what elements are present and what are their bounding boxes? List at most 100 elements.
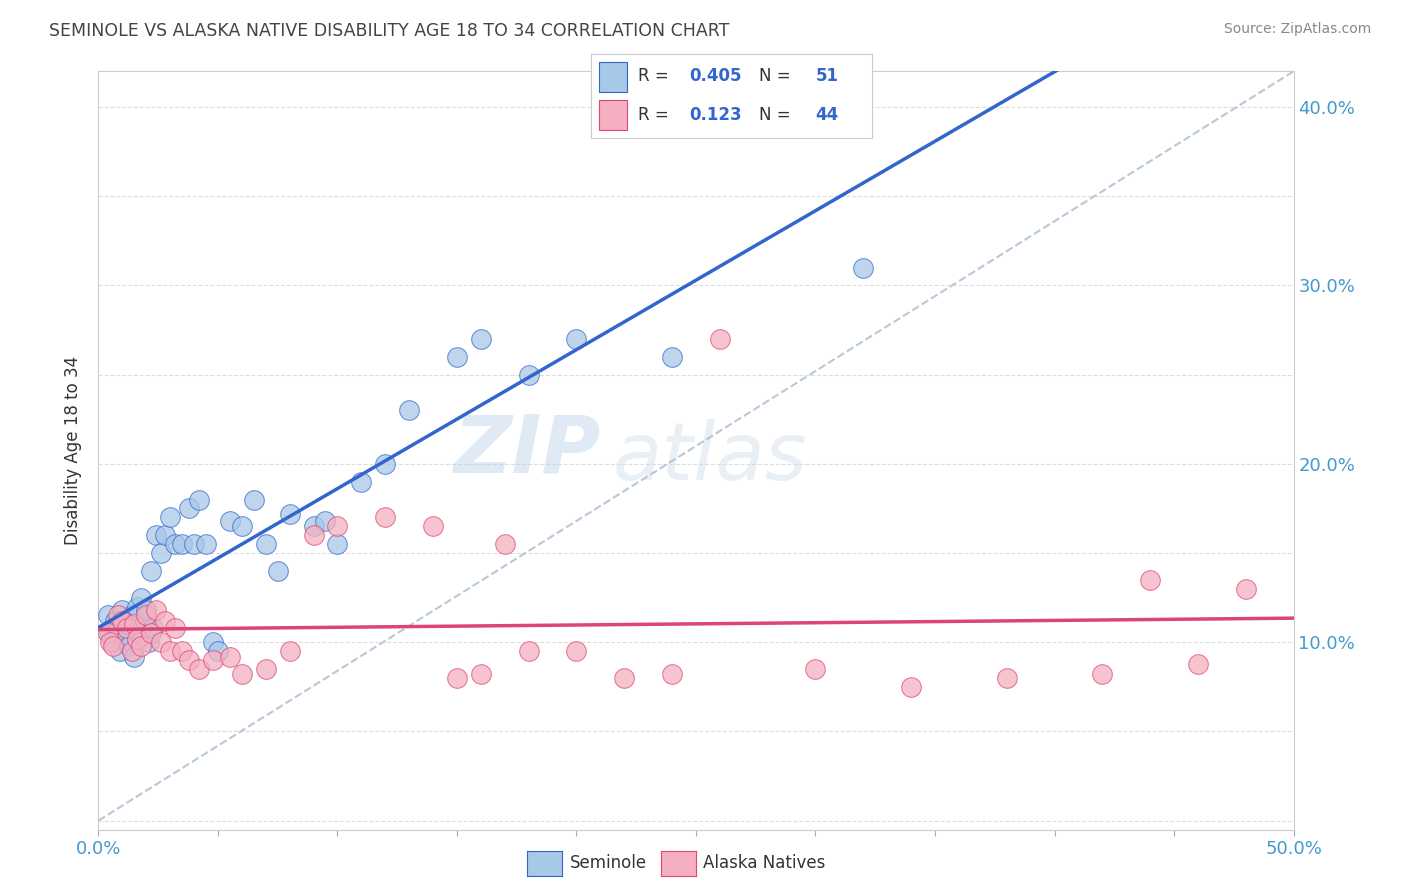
Point xyxy=(470,667,492,681)
Point xyxy=(101,635,124,649)
Point xyxy=(1091,667,1114,681)
Point xyxy=(219,514,242,528)
Point xyxy=(1187,657,1209,671)
Point xyxy=(111,603,134,617)
Point xyxy=(613,671,636,685)
Point xyxy=(374,457,396,471)
Point xyxy=(243,492,266,507)
Text: Alaska Natives: Alaska Natives xyxy=(703,855,825,872)
Point xyxy=(900,680,922,694)
Text: atlas: atlas xyxy=(613,419,807,497)
Point xyxy=(115,621,138,635)
Point xyxy=(187,662,209,676)
Point xyxy=(326,537,349,551)
Point xyxy=(350,475,373,489)
Point xyxy=(149,546,172,560)
Text: 0.405: 0.405 xyxy=(689,68,741,86)
Point xyxy=(326,519,349,533)
Point xyxy=(278,507,301,521)
Point xyxy=(278,644,301,658)
Point xyxy=(139,626,162,640)
Point xyxy=(115,617,138,632)
Point xyxy=(121,608,143,623)
Text: Source: ZipAtlas.com: Source: ZipAtlas.com xyxy=(1223,22,1371,37)
Point xyxy=(131,591,153,605)
Point xyxy=(155,528,177,542)
Text: SEMINOLE VS ALASKA NATIVE DISABILITY AGE 18 TO 34 CORRELATION CHART: SEMINOLE VS ALASKA NATIVE DISABILITY AGE… xyxy=(49,22,730,40)
Point xyxy=(104,614,127,628)
Point xyxy=(446,671,468,685)
Point xyxy=(107,608,129,623)
Point xyxy=(111,614,134,628)
Point xyxy=(302,528,325,542)
Text: ZIP: ZIP xyxy=(453,411,600,490)
Bar xyxy=(599,62,627,92)
Point xyxy=(128,626,150,640)
Point xyxy=(302,519,325,533)
Point xyxy=(1234,582,1257,596)
Point xyxy=(517,644,540,658)
Point xyxy=(163,537,186,551)
Point xyxy=(163,621,186,635)
Point xyxy=(446,350,468,364)
Point xyxy=(124,617,146,632)
Point xyxy=(195,537,218,551)
Point xyxy=(828,118,851,132)
Point xyxy=(107,621,129,635)
Point xyxy=(97,626,120,640)
Point xyxy=(139,564,162,578)
Point xyxy=(142,621,165,635)
Point xyxy=(494,537,516,551)
Text: N =: N = xyxy=(759,105,796,123)
Text: R =: R = xyxy=(638,68,675,86)
Point xyxy=(422,519,444,533)
Point xyxy=(202,635,225,649)
Point xyxy=(159,644,181,658)
Point xyxy=(108,644,131,658)
Point xyxy=(1139,573,1161,587)
Point xyxy=(98,635,122,649)
Point xyxy=(187,492,209,507)
Point xyxy=(267,564,290,578)
Point xyxy=(202,653,225,667)
Point xyxy=(709,332,731,346)
Point xyxy=(470,332,492,346)
Point xyxy=(565,644,588,658)
Point xyxy=(661,667,683,681)
Point xyxy=(118,639,141,653)
Point xyxy=(101,639,124,653)
Point xyxy=(97,608,120,623)
Point xyxy=(207,644,229,658)
Y-axis label: Disability Age 18 to 34: Disability Age 18 to 34 xyxy=(65,356,83,545)
Point xyxy=(219,649,242,664)
Point xyxy=(145,528,167,542)
Point xyxy=(121,644,143,658)
Point xyxy=(661,350,683,364)
Point xyxy=(132,617,155,632)
Text: Seminole: Seminole xyxy=(569,855,647,872)
Point xyxy=(172,644,194,658)
Point xyxy=(135,603,157,617)
Point xyxy=(125,599,148,614)
Point xyxy=(159,510,181,524)
Point xyxy=(517,368,540,382)
Point xyxy=(398,403,420,417)
Text: 44: 44 xyxy=(815,105,839,123)
Point xyxy=(131,639,153,653)
Point xyxy=(254,662,277,676)
Point xyxy=(145,603,167,617)
Point xyxy=(852,260,875,275)
Point xyxy=(125,632,148,646)
Point xyxy=(98,626,122,640)
Point xyxy=(135,608,157,623)
Point xyxy=(155,614,177,628)
Point xyxy=(124,649,146,664)
Bar xyxy=(599,100,627,130)
Point xyxy=(995,671,1018,685)
Point xyxy=(172,537,194,551)
Point xyxy=(374,510,396,524)
Point xyxy=(179,501,201,516)
Point xyxy=(565,332,588,346)
Text: 51: 51 xyxy=(815,68,838,86)
Point xyxy=(231,519,253,533)
